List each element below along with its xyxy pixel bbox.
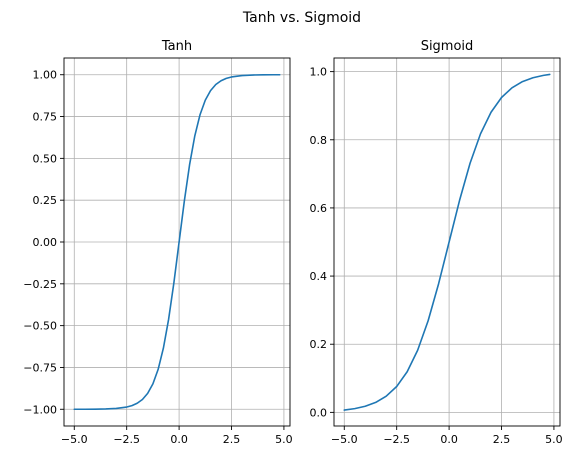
tanh-y-tick-label: −0.50 <box>23 320 57 333</box>
sigmoid-x-tick-label: 0.0 <box>440 433 458 446</box>
tanh-y-tick-label: −1.00 <box>23 403 57 416</box>
sigmoid-y-tick-label: 0.2 <box>310 338 328 351</box>
tanh-x-tick-label: 2.5 <box>223 433 241 446</box>
tanh-y-tick-label: 0.25 <box>33 194 58 207</box>
sigmoid-y-tick-label: 1.0 <box>310 66 328 79</box>
tanh-subplot: Tanh −5.0 −2.5 0.0 2.5 5.0 −1.00 −0.75 −0.50 −0.2… <box>23 39 292 446</box>
tanh-y-tick-label: 0.75 <box>33 111 58 124</box>
sigmoid-y-tick-label: 0.8 <box>310 134 328 147</box>
sigmoid-subplot: Sigmoid −5.0 −2.5 0.0 2.5 5.0 0.0 0.2 0.4 0.6 0.8 1… <box>310 39 563 446</box>
sigmoid-x-tick-label: 2.5 <box>493 433 511 446</box>
tanh-title: Tanh <box>161 39 192 54</box>
tanh-x-tick-label: −2.5 <box>113 433 140 446</box>
figure-title: Tanh vs. Sigmoid <box>242 10 361 26</box>
sigmoid-y-tick-label: 0.4 <box>310 270 328 283</box>
tanh-y-tick-label: −0.25 <box>23 278 57 291</box>
sigmoid-x-tick-label: 5.0 <box>545 433 563 446</box>
sigmoid-y-tick-label: 0.6 <box>310 202 328 215</box>
sigmoid-x-tick-label: −2.5 <box>383 433 410 446</box>
sigmoid-title: Sigmoid <box>421 39 474 54</box>
tanh-x-tick-label: −5.0 <box>61 433 88 446</box>
tanh-y-tick-label: 0.00 <box>33 236 58 249</box>
tanh-x-tick-label: 5.0 <box>275 433 293 446</box>
tanh-y-tick-label: −0.75 <box>23 361 57 374</box>
tanh-y-tick-label: 0.50 <box>33 152 58 165</box>
tanh-x-tick-label: 0.0 <box>170 433 188 446</box>
sigmoid-x-tick-label: −5.0 <box>331 433 358 446</box>
sigmoid-curve <box>343 73 551 411</box>
tanh-y-tick-label: 1.00 <box>33 69 58 82</box>
sigmoid-axes-frame <box>333 57 561 427</box>
tanh-curve <box>73 73 281 411</box>
sigmoid-y-tick-label: 0.0 <box>310 406 328 419</box>
